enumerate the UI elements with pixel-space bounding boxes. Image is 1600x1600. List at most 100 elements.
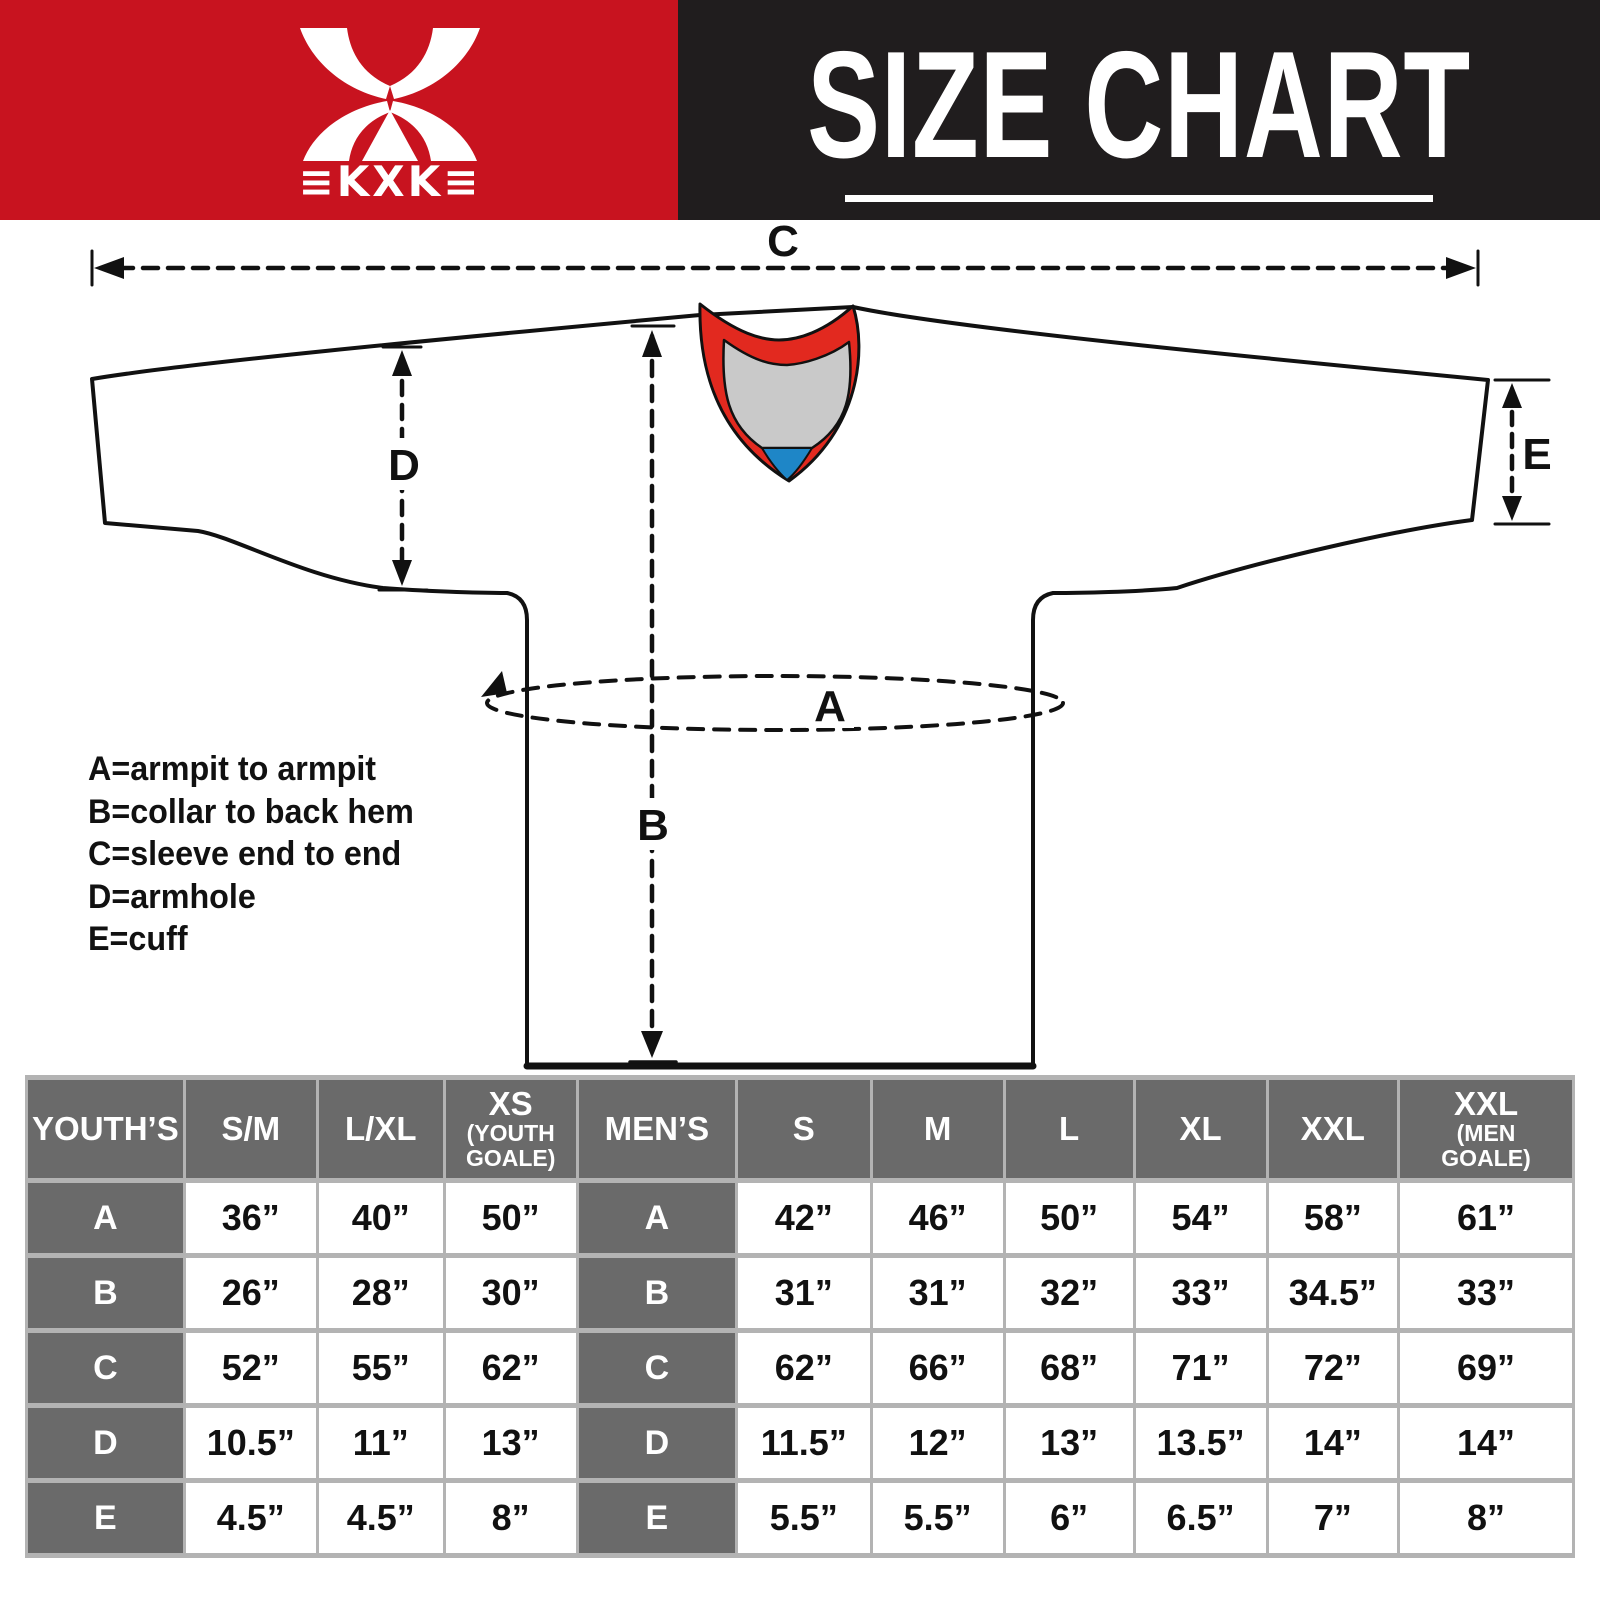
size-cell: 8” <box>1397 1478 1575 1558</box>
size-cell: 5.5” <box>735 1478 873 1558</box>
size-cell: 14” <box>1397 1403 1575 1483</box>
legend-line-b: B=collar to back hem <box>88 792 414 831</box>
legend-line-d: D=armhole <box>88 877 256 916</box>
col-header-xxl: XXL <box>1265 1075 1401 1183</box>
jersey-measurement-diagram: C D B A E A=armpit to armpit B=collar to… <box>0 220 1600 1075</box>
legend-line-a: A=armpit to armpit <box>88 750 377 788</box>
size-cell: 46” <box>869 1178 1006 1258</box>
col-header-s: S <box>735 1075 873 1183</box>
col-header-sm: S/M <box>182 1075 319 1183</box>
jersey-outline <box>90 305 1490 1068</box>
collar-inner <box>722 338 852 450</box>
size-cell: 28” <box>315 1253 446 1333</box>
size-cell: 13” <box>1002 1403 1136 1483</box>
girth-ellipse-a <box>481 671 1065 732</box>
size-cell: 12” <box>869 1403 1006 1483</box>
row-label: D <box>575 1403 739 1483</box>
size-cell: 61” <box>1397 1178 1575 1258</box>
size-cell: 62” <box>735 1328 873 1408</box>
title-underline <box>845 195 1433 203</box>
xxl-note: (MEN GOALE) <box>1441 1120 1531 1171</box>
table-row-e: E 4.5” 4.5” 8” E 5.5” 5.5” 6” 6.5” 7” 8” <box>25 1478 1575 1558</box>
measurement-legend: A=armpit to armpit B=collar to back hem … <box>88 748 468 961</box>
label-b: B <box>637 801 669 850</box>
size-cell: 7” <box>1265 1478 1401 1558</box>
page-header: ≡KXK≡ SIZE CHART <box>0 0 1600 220</box>
label-c: C <box>767 220 799 266</box>
col-header-m: M <box>869 1075 1006 1183</box>
size-table: YOUTH’S S/M L/XL XS (YOUTH GOALE) MEN’S … <box>25 1075 1575 1558</box>
legend-line-e: E=cuff <box>88 920 188 958</box>
size-cell: 13” <box>442 1403 579 1483</box>
title-panel: SIZE CHART <box>678 0 1600 220</box>
arrow-c <box>90 249 1480 287</box>
page-title: SIZE CHART <box>807 20 1471 190</box>
col-header-lxl: L/XL <box>315 1075 446 1183</box>
size-cell: 6” <box>1002 1478 1136 1558</box>
col-header-youths: YOUTH’S <box>25 1075 186 1183</box>
row-label: C <box>575 1328 739 1408</box>
size-cell: 54” <box>1132 1178 1269 1258</box>
col-header-xs: XS (YOUTH GOALE) <box>442 1075 579 1183</box>
arrow-e <box>1493 378 1551 526</box>
size-cell: 6.5” <box>1132 1478 1269 1558</box>
xs-note: (YOUTH GOALE) <box>465 1120 556 1171</box>
row-label: B <box>575 1253 739 1333</box>
size-cell: 10.5” <box>182 1403 319 1483</box>
label-d: D <box>388 441 420 490</box>
legend-line-c: C=sleeve end to end <box>88 835 402 873</box>
size-cell: 11” <box>315 1403 446 1483</box>
size-cell: 4.5” <box>182 1478 319 1558</box>
size-table-section: YOUTH’S S/M L/XL XS (YOUTH GOALE) MEN’S … <box>25 1075 1575 1558</box>
size-cell: 13.5” <box>1132 1403 1269 1483</box>
size-cell: 33” <box>1132 1253 1269 1333</box>
table-row-b: B 26” 28” 30” B 31” 31” 32” 33” 34.5” 33… <box>25 1253 1575 1333</box>
size-cell: 5.5” <box>869 1478 1006 1558</box>
size-cell: 8” <box>442 1478 579 1558</box>
size-cell: 30” <box>442 1253 579 1333</box>
size-cell: 31” <box>735 1253 873 1333</box>
size-cell: 52” <box>182 1328 319 1408</box>
size-cell: 72” <box>1265 1328 1401 1408</box>
kxk-logo-icon: ≡KXK≡ <box>299 28 482 206</box>
size-cell: 55” <box>315 1328 446 1408</box>
size-cell: 68” <box>1002 1328 1136 1408</box>
collar <box>698 302 861 483</box>
col-header-mens: MEN’S <box>575 1075 739 1183</box>
row-label: A <box>575 1178 739 1258</box>
label-a: A <box>814 682 846 731</box>
logo-wordmark: ≡KXK≡ <box>299 157 482 206</box>
label-e: E <box>1522 430 1551 479</box>
size-cell: 34.5” <box>1265 1253 1401 1333</box>
size-cell: 36” <box>182 1178 319 1258</box>
size-cell: 50” <box>442 1178 579 1258</box>
size-cell: 40” <box>315 1178 446 1258</box>
row-label: E <box>25 1478 186 1558</box>
size-cell: 62” <box>442 1328 579 1408</box>
row-label: D <box>25 1403 186 1483</box>
header-row: YOUTH’S S/M L/XL XS (YOUTH GOALE) MEN’S … <box>25 1075 1575 1183</box>
col-header-xxl-goale: XXL (MEN GOALE) <box>1397 1075 1575 1183</box>
col-header-xl: XL <box>1132 1075 1269 1183</box>
table-row-d: D 10.5” 11” 13” D 11.5” 12” 13” 13.5” 14… <box>25 1403 1575 1483</box>
size-cell: 50” <box>1002 1178 1136 1258</box>
collar-base-triangle <box>761 447 813 481</box>
logo-panel: ≡KXK≡ <box>0 0 678 220</box>
size-cell: 42” <box>735 1178 873 1258</box>
size-cell: 33” <box>1397 1253 1575 1333</box>
table-row-c: C 52” 55” 62” C 62” 66” 68” 71” 72” 69” <box>25 1328 1575 1408</box>
row-label: B <box>25 1253 186 1333</box>
size-cell: 66” <box>869 1328 1006 1408</box>
jersey-diagram-svg: C D B A E <box>90 220 1552 1070</box>
size-cell: 58” <box>1265 1178 1401 1258</box>
arrow-b <box>628 324 678 1064</box>
size-cell: 32” <box>1002 1253 1136 1333</box>
size-cell: 11.5” <box>735 1403 873 1483</box>
table-row-a: A 36” 40” 50” A 42” 46” 50” 54” 58” 61” <box>25 1178 1575 1258</box>
size-cell: 14” <box>1265 1403 1401 1483</box>
size-cell: 31” <box>869 1253 1006 1333</box>
size-cell: 4.5” <box>315 1478 446 1558</box>
col-header-l: L <box>1002 1075 1136 1183</box>
size-cell: 71” <box>1132 1328 1269 1408</box>
size-cell: 26” <box>182 1253 319 1333</box>
